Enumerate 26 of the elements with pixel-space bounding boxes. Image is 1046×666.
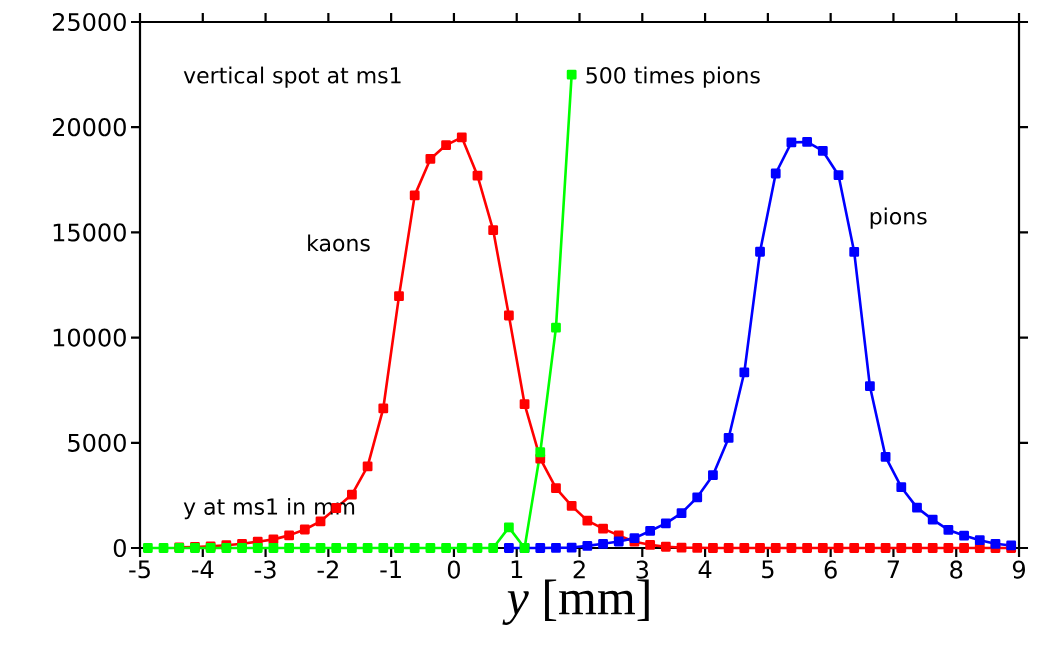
x-tick-label: -4 — [191, 560, 214, 579]
x-tick-label: 9 — [1012, 560, 1025, 579]
x-tick-label: -5 — [129, 560, 150, 579]
series-label: pions — [870, 207, 927, 229]
x-tick-label: 1 — [511, 560, 523, 579]
x-tick-label: -2 — [317, 560, 338, 579]
x-tick-label: 8 — [950, 560, 963, 579]
y-tick-label: 20000 — [52, 118, 126, 137]
y-tick-label: 5000 — [68, 433, 126, 452]
x-tick-label: -3 — [254, 560, 276, 579]
x-axis-title: y [mm] — [502, 579, 649, 625]
series-label: kaons — [308, 234, 370, 252]
y-tick-label: 15000 — [53, 223, 126, 242]
x-tick-label: 6 — [824, 560, 837, 579]
y-tick-label: 0 — [113, 538, 126, 558]
x-tick-label: 2 — [573, 560, 585, 579]
x-tick-label: 0 — [447, 560, 460, 579]
y-tick-label: 10000 — [53, 328, 126, 347]
x-tick-label: 5 — [762, 560, 774, 579]
x-tick-label: 7 — [887, 560, 900, 579]
x-tick-label: 4 — [698, 560, 712, 579]
series-label: 500 times pions — [586, 66, 760, 88]
x-tick-label: 3 — [636, 560, 649, 579]
annotation: vertical spot at ms1 — [183, 66, 401, 88]
y-tick-label: 25000 — [52, 12, 126, 32]
x-tick-label: -1 — [380, 560, 401, 579]
